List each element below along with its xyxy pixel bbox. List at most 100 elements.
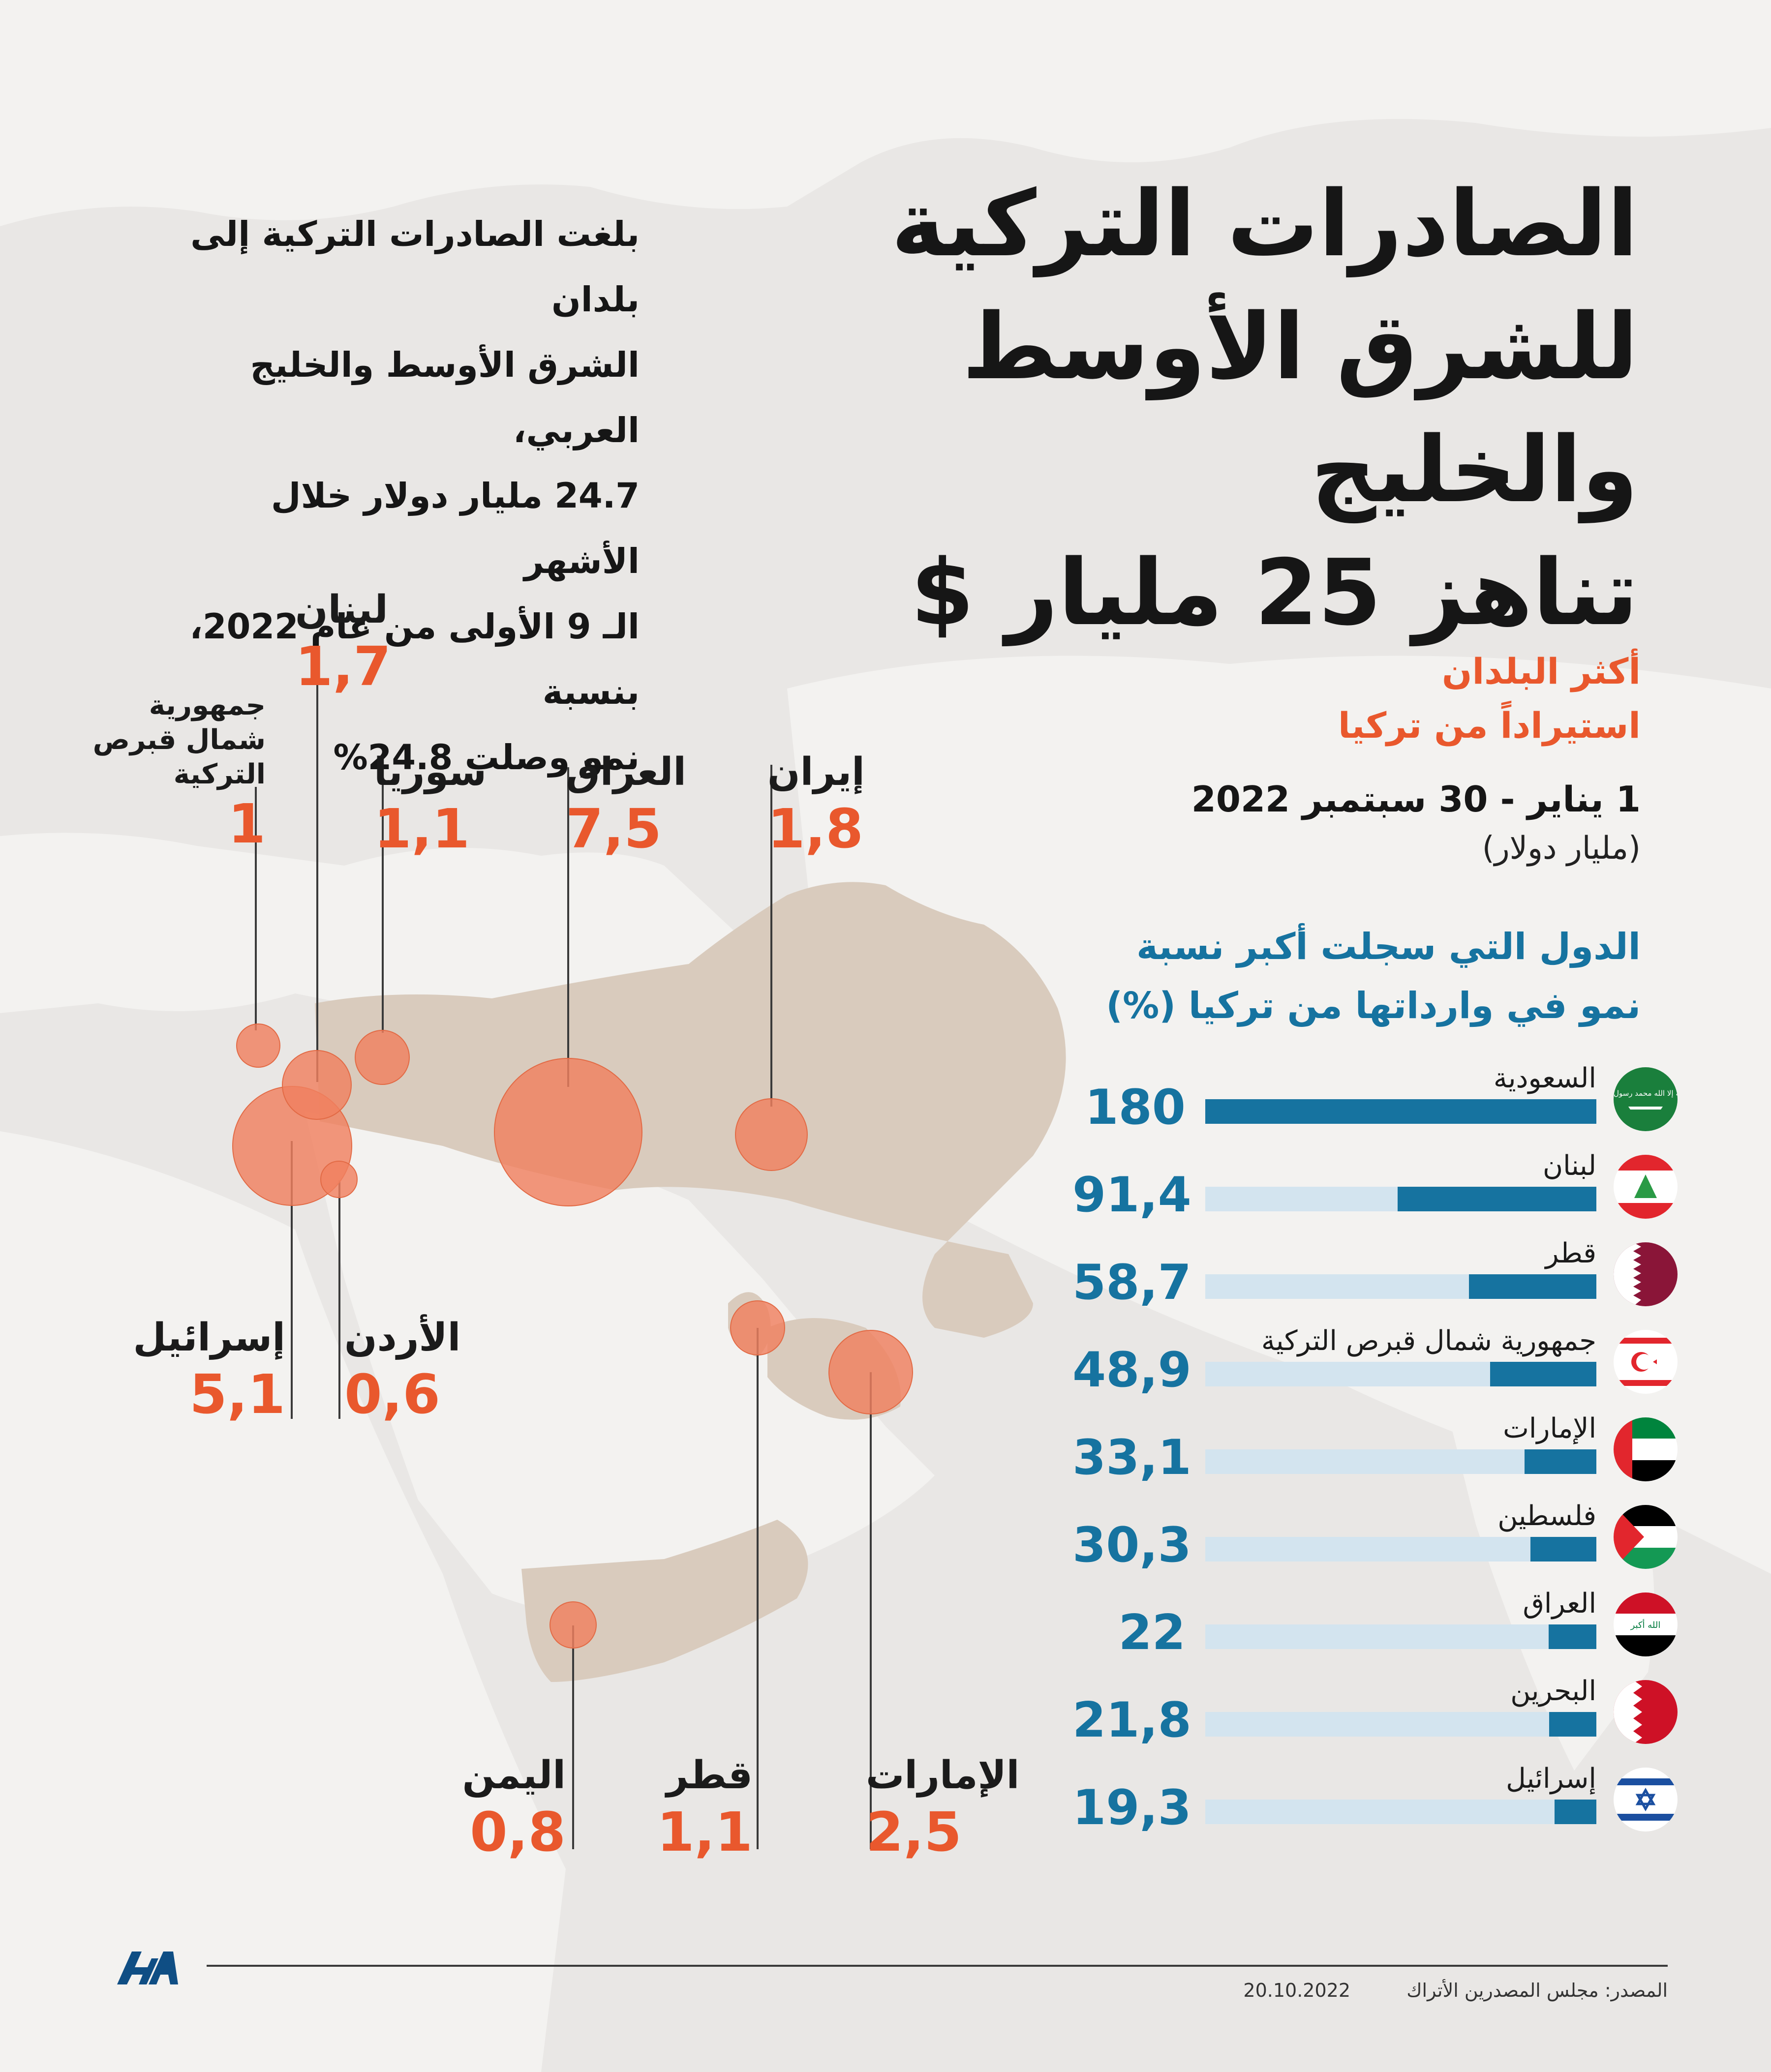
top-importers-title-1: أكثر البلدان (1441, 651, 1641, 692)
label-iraq-value: 7,5 (566, 797, 662, 860)
bar-track (1205, 1362, 1596, 1386)
land-africa (0, 1131, 566, 2072)
growth-title-2: نمو في وارداتها من تركيا (%) (1106, 985, 1641, 1027)
bar-country-name: إسرائيل (1506, 1763, 1596, 1795)
label-cyprus-value: 1 (228, 792, 266, 855)
label-lebanon-name: لبنان (295, 588, 388, 632)
bar-country-name: جمهورية شمال قبرص التركية (1261, 1325, 1596, 1357)
land-turkey (0, 833, 738, 1013)
bubble-iran (735, 1098, 808, 1171)
bar (1554, 1800, 1596, 1824)
title-line-3: تناهز 25 مليار $ (911, 540, 1638, 646)
saudi-flag-text: لا إله إلا الله محمد رسول الله (1614, 1089, 1678, 1098)
region-levant-iraq (315, 882, 1066, 1338)
bar-value-label: 21,8 (1072, 1692, 1191, 1748)
bar-country-name: البحرين (1510, 1675, 1596, 1707)
bar-track (1205, 1537, 1596, 1562)
bar-country-name: السعودية (1493, 1062, 1596, 1094)
flag-uae-icon (1614, 1417, 1678, 1481)
bar-row: السعودية 180 لا إله إلا الله محمد رسول الل… (1072, 1057, 1678, 1145)
bar-row: جمهورية شمال قبرص التركية 48,9 (1072, 1320, 1678, 1408)
bar-row: فلسطين 30,3 (1072, 1495, 1678, 1583)
aa-logo-icon: AA (117, 1952, 178, 1984)
label-syria-name: سوريا (374, 750, 487, 794)
label-iraq: العراق 7,5 (566, 748, 694, 861)
intro-line: نمو وصلت 24.8% (333, 737, 640, 778)
bubble-syria (355, 1030, 410, 1085)
bar-value-label: 22 (1118, 1605, 1186, 1661)
label-yemen: اليمن 0,8 (443, 1751, 566, 1864)
bar-value-label: 48,9 (1072, 1342, 1191, 1398)
land-arabia (305, 1111, 935, 1623)
bar (1468, 1274, 1596, 1299)
label-qatar-value: 1,1 (657, 1801, 753, 1863)
label-qatar: قطر 1,1 (654, 1751, 753, 1864)
intro-line: بلغت الصادرات التركية إلى بلدان (190, 214, 640, 320)
label-cyprus-name-1: جمهورية (149, 690, 266, 721)
bar-country-name: لبنان (1542, 1150, 1596, 1182)
bar-value-label: 30,3 (1072, 1517, 1191, 1573)
bar-row: البحرين 21,8 (1072, 1670, 1678, 1758)
label-jordan: الأردن 0,6 (344, 1313, 472, 1426)
iraq-flag-text: الله أكبر (1630, 1619, 1661, 1630)
bar (1548, 1624, 1596, 1649)
bar-value-label: 19,3 (1072, 1780, 1191, 1836)
flag-palestine-icon (1614, 1505, 1678, 1569)
bar (1524, 1449, 1596, 1474)
bar-row: قطر 58,7 (1072, 1232, 1678, 1320)
label-uae-value: 2,5 (866, 1801, 962, 1863)
date-text: 20.10.2022 (1243, 1980, 1350, 2001)
label-israel: إسرائيل 5,1 (133, 1313, 285, 1426)
page-title: الصادرات التركية للشرق الأوسط والخليج تن… (654, 162, 1638, 654)
flag-bahrain-icon (1614, 1680, 1678, 1744)
bar-row: الإمارات 33,1 (1072, 1408, 1678, 1495)
flag-qatar-icon (1614, 1242, 1678, 1306)
bar (1490, 1362, 1596, 1386)
bar-value-label: 91,4 (1072, 1167, 1191, 1223)
label-uae: الإمارات 2,5 (866, 1751, 1023, 1864)
intro-line: الشرق الأوسط والخليج العربي، (250, 345, 640, 450)
label-syria: سوريا 1,1 (374, 748, 492, 861)
bar-row: إسرائيل 19,3 (1072, 1758, 1678, 1845)
top-importers-legend: أكثر البلدان استيراداً من تركيا 1 يناير … (1191, 644, 1641, 871)
bar (1398, 1187, 1596, 1211)
period-label: 1 يناير - 30 سبتمبر 2022 (1191, 779, 1641, 820)
intro-line: الـ 9 الأولى من عام 2022، بنسبة (189, 606, 640, 712)
top-importers-title-2: استيراداً من تركيا (1338, 705, 1641, 746)
bubble-iraq (494, 1058, 642, 1206)
bar-track (1205, 1449, 1596, 1474)
label-cyprus-name-2: شمال قبرص (92, 724, 266, 756)
bar-value-label: 33,1 (1072, 1430, 1191, 1486)
bar-track (1205, 1099, 1596, 1124)
region-yemen (521, 1520, 808, 1682)
bubble-qatar (730, 1300, 785, 1355)
label-qatar-name: قطر (666, 1753, 753, 1798)
bar-country-name: فلسطين (1497, 1500, 1596, 1532)
bar-track (1205, 1274, 1596, 1299)
bubble-jordan (320, 1161, 358, 1198)
footer-source: المصدر: مجلس المصدرين الأتراك 20.10.2022 (1243, 1980, 1668, 2001)
flag-lebanon-icon (1614, 1155, 1678, 1219)
label-iran-value: 1,8 (767, 797, 863, 860)
bubble-yemen (550, 1601, 597, 1649)
label-jordan-value: 0,6 (344, 1363, 440, 1426)
label-yemen-value: 0,8 (470, 1801, 566, 1863)
bar (1549, 1712, 1596, 1737)
bar-value-label: 180 (1085, 1080, 1186, 1136)
label-yemen-name: اليمن (462, 1753, 566, 1798)
footer-divider (207, 1965, 1668, 1967)
label-lebanon: لبنان 1,7 (295, 585, 423, 698)
label-israel-name: إسرائيل (133, 1316, 285, 1360)
intro-line: 24.7 مليار دولار خلال الأشهر (271, 476, 640, 581)
bar-track (1205, 1800, 1596, 1824)
label-israel-value: 5,1 (189, 1363, 285, 1426)
label-lebanon-value: 1,7 (295, 635, 391, 698)
label-cyprus-name-3: التركية (173, 758, 266, 790)
growth-title-1: الدول التي سجلت أكبر نسبة (1136, 926, 1641, 968)
label-cyprus: جمهورية شمال قبرص التركية 1 (92, 689, 266, 856)
flag-saudi-icon: لا إله إلا الله محمد رسول الله (1614, 1067, 1678, 1131)
bar-country-name: قطر (1545, 1237, 1596, 1269)
flag-north-cyprus-icon (1614, 1330, 1678, 1394)
intro-paragraph: بلغت الصادرات التركية إلى بلدان الشرق ال… (148, 202, 640, 790)
